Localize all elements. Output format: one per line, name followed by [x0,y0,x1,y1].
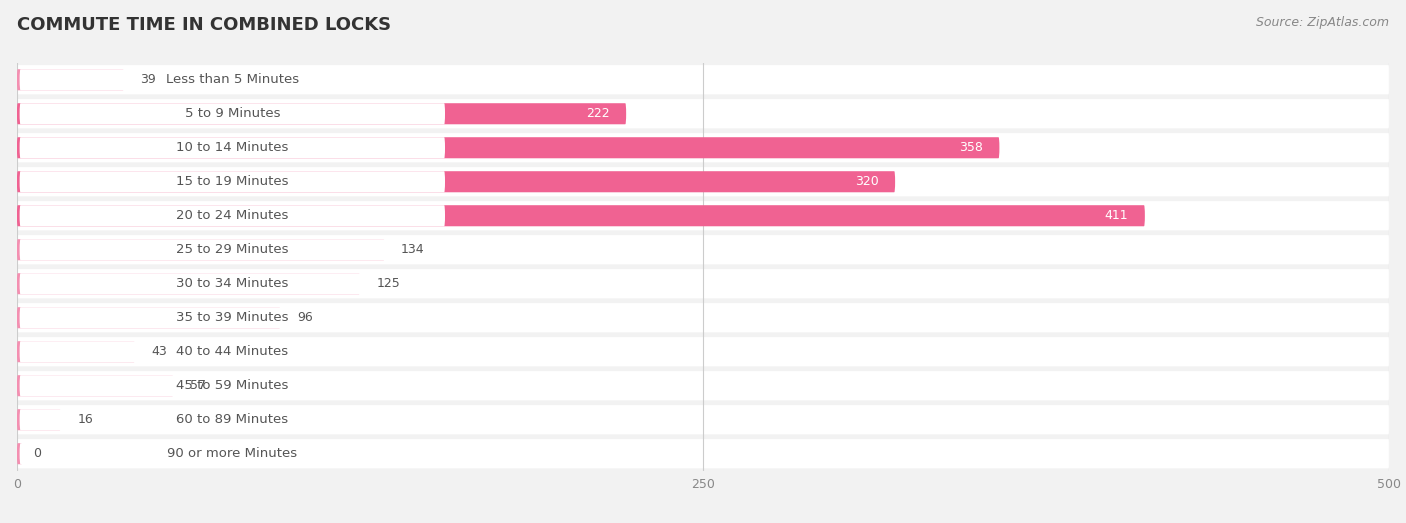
Text: 20 to 24 Minutes: 20 to 24 Minutes [176,209,288,222]
FancyBboxPatch shape [17,235,1389,264]
FancyBboxPatch shape [17,375,173,396]
Text: 57: 57 [190,379,205,392]
FancyBboxPatch shape [17,133,1389,162]
FancyBboxPatch shape [20,171,446,192]
FancyBboxPatch shape [17,307,280,328]
Text: 134: 134 [401,243,425,256]
FancyBboxPatch shape [17,303,1389,332]
Text: 25 to 29 Minutes: 25 to 29 Minutes [176,243,288,256]
FancyBboxPatch shape [20,205,446,226]
FancyBboxPatch shape [17,171,896,192]
FancyBboxPatch shape [20,69,446,90]
Text: 320: 320 [855,175,879,188]
FancyBboxPatch shape [17,69,124,90]
FancyBboxPatch shape [17,409,60,430]
FancyBboxPatch shape [17,273,360,294]
FancyBboxPatch shape [20,273,446,294]
FancyBboxPatch shape [20,443,446,464]
Text: 125: 125 [377,277,401,290]
Text: 0: 0 [34,447,41,460]
Text: 15 to 19 Minutes: 15 to 19 Minutes [176,175,288,188]
Text: 411: 411 [1105,209,1129,222]
FancyBboxPatch shape [17,239,385,260]
Text: 90 or more Minutes: 90 or more Minutes [167,447,298,460]
FancyBboxPatch shape [17,371,1389,400]
Text: Source: ZipAtlas.com: Source: ZipAtlas.com [1256,16,1389,29]
Text: 60 to 89 Minutes: 60 to 89 Minutes [176,413,288,426]
FancyBboxPatch shape [17,201,1389,230]
Text: 222: 222 [586,107,610,120]
FancyBboxPatch shape [17,167,1389,196]
FancyBboxPatch shape [17,65,1389,94]
Text: 35 to 39 Minutes: 35 to 39 Minutes [176,311,288,324]
FancyBboxPatch shape [17,337,1389,366]
Text: Less than 5 Minutes: Less than 5 Minutes [166,73,299,86]
FancyBboxPatch shape [20,137,446,158]
FancyBboxPatch shape [17,137,1000,158]
FancyBboxPatch shape [20,375,446,396]
Text: 358: 358 [959,141,983,154]
Text: 96: 96 [297,311,312,324]
FancyBboxPatch shape [17,205,1144,226]
FancyBboxPatch shape [20,307,446,328]
FancyBboxPatch shape [17,103,626,124]
Text: 43: 43 [152,345,167,358]
FancyBboxPatch shape [20,341,446,362]
Text: 16: 16 [77,413,93,426]
Text: 30 to 34 Minutes: 30 to 34 Minutes [176,277,288,290]
FancyBboxPatch shape [17,99,1389,128]
Text: 10 to 14 Minutes: 10 to 14 Minutes [176,141,288,154]
Text: 45 to 59 Minutes: 45 to 59 Minutes [176,379,288,392]
FancyBboxPatch shape [17,439,1389,468]
FancyBboxPatch shape [17,341,135,362]
Text: 39: 39 [141,73,156,86]
FancyBboxPatch shape [17,269,1389,298]
Text: 5 to 9 Minutes: 5 to 9 Minutes [184,107,280,120]
FancyBboxPatch shape [20,103,446,124]
FancyBboxPatch shape [17,443,22,464]
FancyBboxPatch shape [20,239,446,260]
FancyBboxPatch shape [20,409,446,430]
Text: 40 to 44 Minutes: 40 to 44 Minutes [176,345,288,358]
FancyBboxPatch shape [17,405,1389,434]
Text: COMMUTE TIME IN COMBINED LOCKS: COMMUTE TIME IN COMBINED LOCKS [17,16,391,33]
